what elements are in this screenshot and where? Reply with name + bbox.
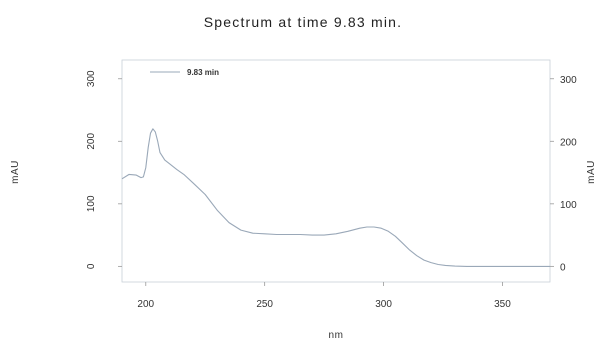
y2-tick-label: 100 xyxy=(560,200,577,211)
right-y-axis: 0 100 200 300 xyxy=(550,75,577,273)
y2-tick-label: 200 xyxy=(560,137,577,148)
chart-title: Spectrum at time 9.83 min. xyxy=(203,14,403,30)
y2-axis-label: mAU xyxy=(586,160,597,184)
legend-label: 9.83 min xyxy=(187,68,219,77)
x-tick-label: 250 xyxy=(256,299,273,310)
x-axis-label: nm xyxy=(329,330,344,341)
y-axis-label: mAU xyxy=(10,160,21,184)
x-tick-label: 350 xyxy=(494,299,511,310)
x-tick-label: 200 xyxy=(137,299,154,310)
y-tick-label: 100 xyxy=(86,195,97,212)
series-line xyxy=(121,128,550,267)
y-tick-label: 200 xyxy=(86,133,97,150)
left-y-axis: 0 100 200 300 xyxy=(86,70,122,269)
y2-tick-label: 300 xyxy=(560,75,577,86)
x-axis: 200 250 300 350 xyxy=(137,282,511,310)
x-tick-label: 300 xyxy=(375,299,392,310)
y-tick-label: 300 xyxy=(86,70,97,87)
legend: 9.83 min xyxy=(150,68,219,77)
y-tick-label: 0 xyxy=(86,263,97,269)
series-group xyxy=(121,128,550,267)
plot-area xyxy=(121,59,551,283)
y2-tick-label: 0 xyxy=(560,262,566,273)
